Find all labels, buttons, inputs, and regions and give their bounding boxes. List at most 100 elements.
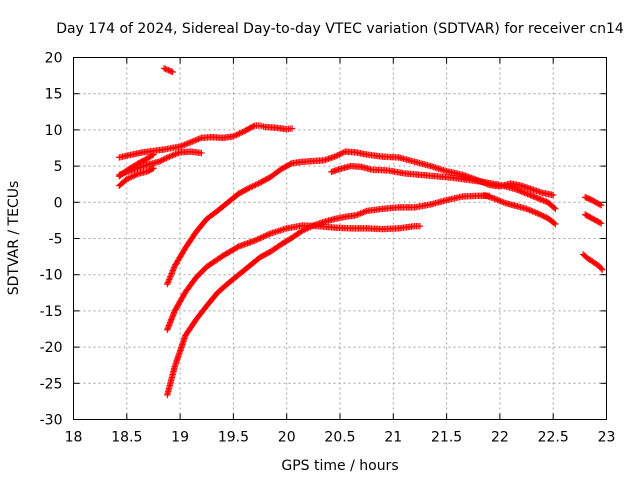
data-point (494, 196, 501, 204)
data-point (552, 220, 559, 228)
data-point (233, 131, 240, 139)
x-tick-label: 22.5 (538, 430, 569, 446)
data-point (168, 270, 175, 277)
series-arc-h (164, 192, 493, 399)
data-point (305, 224, 312, 231)
y-tick-label: 10 (45, 123, 63, 139)
data-point (148, 165, 156, 173)
data-point (178, 142, 185, 150)
data-point (181, 141, 188, 148)
data-point (234, 244, 241, 251)
data-point (302, 225, 309, 233)
data-point (129, 173, 137, 180)
data-point (168, 68, 175, 75)
data-point (541, 213, 549, 220)
data-point (255, 235, 263, 242)
series-arc-j (480, 191, 559, 228)
data-point (190, 137, 198, 145)
data-point (495, 197, 503, 204)
data-point (167, 273, 174, 280)
data-point (261, 232, 269, 240)
data-point (189, 138, 196, 145)
data-point (164, 154, 172, 161)
data-point (331, 153, 338, 160)
data-point (337, 150, 344, 157)
x-tick-label: 20.5 (324, 430, 355, 446)
data-point (358, 209, 366, 217)
data-point (500, 199, 507, 206)
data-point (550, 219, 558, 227)
data-point (252, 181, 259, 189)
data-point (355, 210, 363, 218)
data-point (230, 133, 237, 140)
y-tick-label: -5 (49, 232, 63, 248)
data-point (128, 173, 135, 181)
data-point (526, 206, 533, 214)
data-point (170, 265, 177, 273)
series-arc-g (164, 222, 424, 333)
data-point (534, 209, 541, 217)
data-point (244, 185, 252, 192)
data-point (538, 212, 545, 219)
series-arc-a (160, 65, 176, 76)
data-point (198, 149, 205, 157)
data-point (491, 195, 498, 202)
data-point (175, 149, 182, 157)
series-arc-e (116, 151, 157, 180)
data-point (530, 208, 538, 216)
plot-frame (73, 57, 607, 420)
data-point (165, 277, 172, 285)
data-point (332, 152, 340, 160)
data-point (527, 207, 535, 214)
data-point (498, 198, 506, 205)
x-tick-label: 21 (384, 430, 402, 446)
data-point (234, 131, 242, 138)
data-point (264, 231, 272, 238)
y-tick-label: 20 (45, 51, 63, 67)
data-point (352, 212, 360, 219)
data-point (529, 208, 536, 215)
data-point (597, 220, 605, 227)
data-point (537, 211, 544, 218)
data-point (164, 280, 171, 288)
data-point (255, 180, 262, 187)
data-point (550, 191, 557, 199)
data-point (231, 132, 239, 139)
data-point (132, 171, 140, 178)
data-point (523, 205, 530, 213)
data-point (596, 201, 604, 208)
data-point (339, 149, 346, 157)
x-axis-title: GPS time / hours (281, 458, 398, 474)
x-tick-label: 18 (65, 430, 83, 446)
data-point (193, 136, 201, 143)
data-point (304, 225, 311, 232)
data-point (167, 152, 175, 160)
data-point (532, 209, 539, 216)
y-tick-label: -15 (40, 304, 63, 320)
data-point (535, 210, 542, 218)
grid-lines (73, 57, 607, 420)
data-point (131, 172, 138, 179)
series-arc-k (581, 194, 605, 209)
data-point (237, 129, 245, 136)
x-tick-label: 23 (598, 430, 616, 446)
data-point (596, 219, 604, 226)
data-point (166, 274, 173, 282)
data-point (492, 196, 500, 203)
data-point (173, 150, 181, 157)
data-point (307, 223, 314, 231)
x-tick-label: 21.5 (431, 430, 462, 446)
data-point (163, 154, 170, 162)
data-point (158, 157, 166, 164)
x-tick-labels: 18 18.5 19 19.5 20 20.5 21 21.5 22 22.5 23 (65, 430, 616, 446)
data-point (250, 182, 258, 189)
data-point (260, 233, 267, 240)
data-point (599, 266, 606, 273)
data-point (336, 151, 343, 158)
data-point (166, 153, 173, 160)
data-point (150, 165, 157, 172)
y-tick-label: 5 (54, 159, 63, 175)
series-arc-b (116, 122, 296, 161)
data-point (308, 222, 316, 230)
